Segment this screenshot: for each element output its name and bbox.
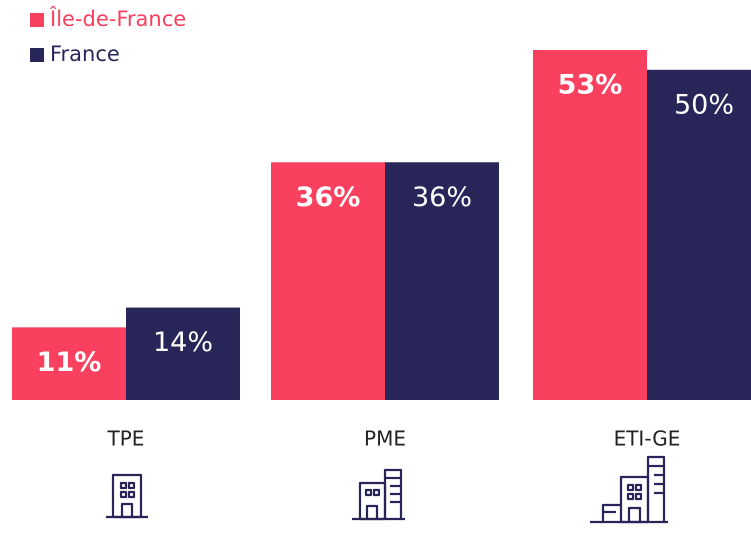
- x-tick-label: ETI-GE: [614, 427, 681, 451]
- data-label: 50%: [674, 89, 734, 120]
- icon-medium-building: [352, 468, 405, 521]
- legend-swatch: [30, 13, 44, 27]
- legend-label: France: [50, 42, 120, 66]
- data-label: 14%: [153, 327, 213, 358]
- bar: [533, 50, 647, 400]
- data-label: 53%: [558, 70, 623, 101]
- bar: [385, 162, 499, 400]
- icon-large-building: [590, 455, 668, 524]
- x-tick-label: TPE: [107, 427, 145, 451]
- data-label: 11%: [37, 347, 102, 378]
- data-label: 36%: [296, 182, 361, 213]
- x-tick-label: PME: [364, 427, 406, 451]
- bar: [126, 307, 240, 400]
- bar: [647, 69, 751, 401]
- icon-small-building: [106, 473, 148, 519]
- bar: [271, 162, 385, 400]
- legend-swatch: [30, 48, 44, 62]
- building-icons: [106, 455, 668, 524]
- legend-label: Île-de-France: [49, 6, 186, 31]
- data-label: 36%: [412, 182, 472, 213]
- bar: [12, 327, 126, 400]
